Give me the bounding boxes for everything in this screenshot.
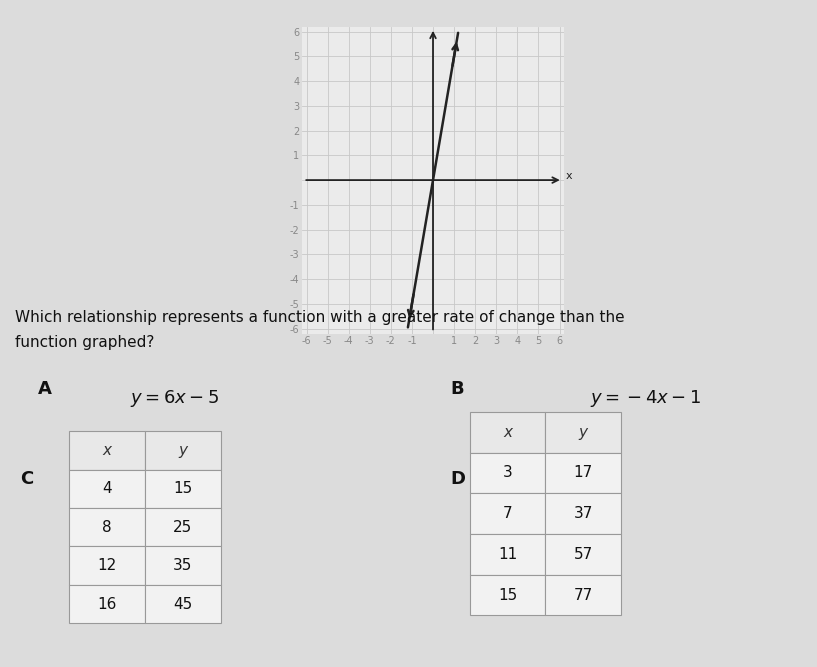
Text: A: A bbox=[38, 380, 51, 398]
Text: Which relationship represents a function with a greater rate of change than the: Which relationship represents a function… bbox=[15, 310, 625, 325]
Text: function graphed?: function graphed? bbox=[15, 335, 154, 350]
Text: B: B bbox=[450, 380, 463, 398]
Text: C: C bbox=[20, 470, 33, 488]
Text: $y = 6x - 5$: $y = 6x - 5$ bbox=[130, 388, 219, 409]
Text: $y = -4x - 1$: $y = -4x - 1$ bbox=[590, 388, 701, 409]
Text: x: x bbox=[566, 171, 573, 181]
Text: D: D bbox=[450, 470, 465, 488]
